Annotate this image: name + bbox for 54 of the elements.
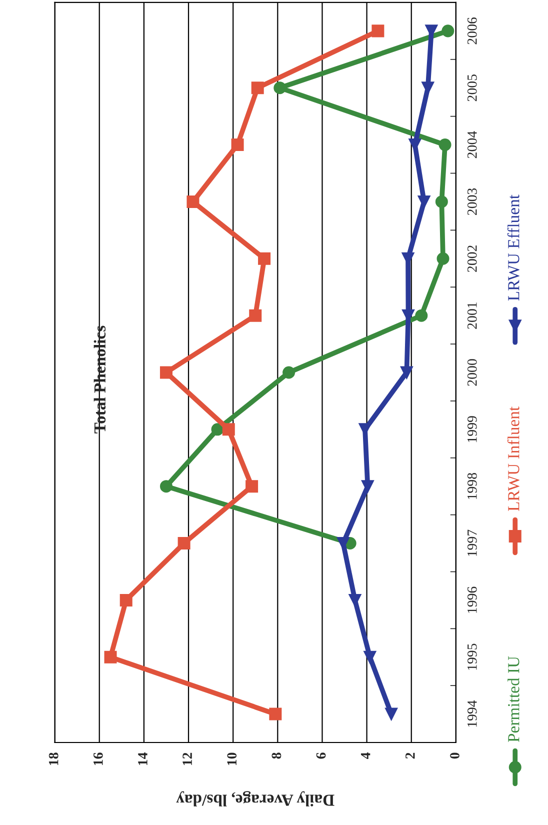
text: LRWU Effluent xyxy=(507,194,520,301)
x-tick-label: 6 xyxy=(316,752,326,759)
point xyxy=(435,195,448,208)
x-tick-label: 8 xyxy=(272,752,282,759)
point xyxy=(361,480,374,493)
point xyxy=(282,366,296,379)
point xyxy=(222,423,235,436)
point xyxy=(258,252,271,265)
point xyxy=(211,423,224,436)
x-tick-label: 12 xyxy=(182,752,192,765)
x-tick-label: 0 xyxy=(450,752,460,759)
point xyxy=(231,138,244,152)
point xyxy=(372,24,384,38)
point xyxy=(246,480,258,493)
point xyxy=(251,82,264,94)
point xyxy=(160,480,172,493)
point xyxy=(269,708,282,720)
y-tick-label: 2003 xyxy=(467,188,477,215)
y-tick-label: 2001 xyxy=(467,302,477,329)
point xyxy=(186,195,200,208)
y-tick-label: 2005 xyxy=(467,74,477,102)
text: LRWU Influent xyxy=(507,406,520,512)
point xyxy=(415,309,428,322)
point xyxy=(160,366,172,379)
text: Permitted IU xyxy=(508,656,520,742)
y-tick-label: 1994 xyxy=(467,700,477,727)
x-tick-label: 14 xyxy=(138,752,148,765)
point xyxy=(436,252,450,265)
y-tick-label: 2004 xyxy=(467,131,477,158)
y-tick-label: 1998 xyxy=(467,472,477,500)
point xyxy=(364,650,376,664)
point xyxy=(348,594,362,606)
y-tick-label: 1997 xyxy=(467,530,477,556)
point xyxy=(400,366,413,379)
x-axis-title: Daily Average, lbs/day xyxy=(176,791,334,806)
x-tick-label: 2 xyxy=(406,752,415,759)
y-tick-label: 2000 xyxy=(467,359,477,386)
point xyxy=(442,24,454,38)
point xyxy=(418,195,430,208)
point xyxy=(438,138,452,152)
x-tick-label: 4 xyxy=(360,752,370,759)
x-tick-label: 16 xyxy=(94,752,103,765)
y-tick-label: 2006 xyxy=(467,17,477,44)
y-tick-label: 1995 xyxy=(467,644,477,670)
x-tick-label: 18 xyxy=(48,752,58,765)
x-tick-label: 10 xyxy=(227,752,237,765)
point xyxy=(104,650,117,664)
y-tick-label: 2002 xyxy=(467,246,477,272)
y-tick-label: 1999 xyxy=(467,416,477,442)
point xyxy=(120,594,132,606)
y-tick-label: 1996 xyxy=(467,586,477,613)
point xyxy=(178,537,190,550)
point xyxy=(249,309,262,322)
point xyxy=(385,708,398,720)
